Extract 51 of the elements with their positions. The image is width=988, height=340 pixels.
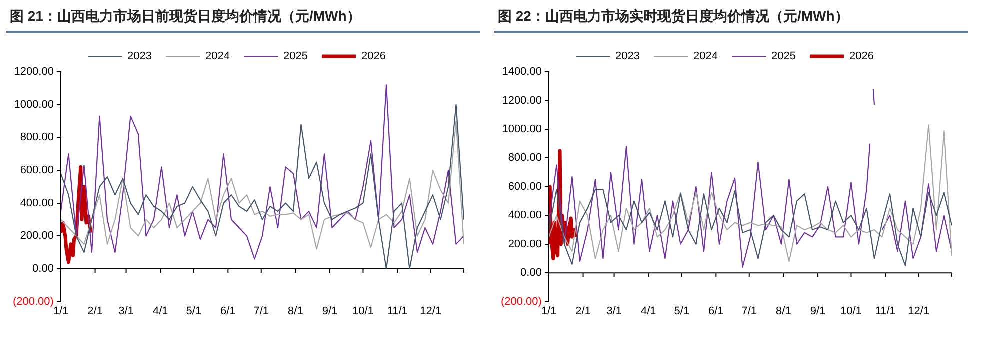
x-tick-label: 6/1 xyxy=(220,305,236,318)
legend-label: 2026 xyxy=(361,50,386,63)
x-tick-label: 8/1 xyxy=(776,305,792,318)
x-tick-label: 10/1 xyxy=(352,305,374,318)
x-tick-label: 7/1 xyxy=(742,305,758,318)
x-tick-label: 7/1 xyxy=(254,305,270,318)
x-tick-label: 11/1 xyxy=(387,305,408,318)
y-tick-label: 400.00 xyxy=(20,197,54,210)
y-tick-label: 1400.00 xyxy=(502,66,542,78)
y-tick-label: (200.00) xyxy=(12,296,54,308)
x-tick-label: 9/1 xyxy=(322,305,338,318)
x-tick-label: 12/1 xyxy=(420,305,442,318)
x-tick-label: 1/1 xyxy=(541,305,557,318)
legend-label: 2026 xyxy=(849,50,874,63)
x-tick-label: 8/1 xyxy=(288,305,304,318)
x-tick-label: 3/1 xyxy=(118,305,134,318)
x-tick-label: 4/1 xyxy=(640,305,656,318)
legend-label: 2025 xyxy=(772,50,796,63)
x-tick-label: 11/1 xyxy=(875,305,896,318)
x-tick-label: 3/1 xyxy=(606,305,622,318)
y-tick-label: 600.00 xyxy=(20,164,54,177)
y-tick-label: 1200.00 xyxy=(502,94,542,107)
y-tick-label: 0.00 xyxy=(32,263,54,276)
x-tick-label: 2/1 xyxy=(88,305,103,318)
y-tick-label: 200.00 xyxy=(20,230,54,242)
y-tick-label: 1000.00 xyxy=(502,123,542,136)
legend-label: 2024 xyxy=(694,50,718,63)
x-tick-label: 1/1 xyxy=(53,305,69,318)
x-tick-label: 9/1 xyxy=(810,305,826,318)
y-tick-label: 600.00 xyxy=(508,180,542,193)
y-tick-label: 200.00 xyxy=(508,238,542,250)
y-tick-label: 0.00 xyxy=(520,267,542,280)
x-tick-label: 4/1 xyxy=(152,305,168,318)
x-tick-label: 2/1 xyxy=(576,305,591,318)
x-tick-label: 12/1 xyxy=(908,305,930,318)
y-tick-label: (200.00) xyxy=(500,296,542,308)
y-tick-label: 800.00 xyxy=(508,152,542,164)
x-tick-label: 5/1 xyxy=(674,305,690,318)
legend-label: 2024 xyxy=(206,50,230,63)
chart-title: 图 22：山西电力市场实时现货日度均价情况（元/MWh） xyxy=(494,4,968,33)
y-tick-label: 1000.00 xyxy=(14,98,54,111)
legend-label: 2025 xyxy=(284,50,308,63)
x-tick-label: 6/1 xyxy=(708,305,724,318)
x-tick-label: 5/1 xyxy=(186,305,202,318)
legend-label: 2023 xyxy=(616,50,640,63)
y-tick-label: 800.00 xyxy=(20,132,54,144)
y-tick-label: 1200.00 xyxy=(14,66,54,78)
y-tick-label: 400.00 xyxy=(508,210,542,222)
chart-title: 图 21：山西电力市场日前现货日度均价情况（元/MWh） xyxy=(6,4,480,33)
x-tick-label: 10/1 xyxy=(840,305,862,318)
legend-label: 2023 xyxy=(128,50,152,63)
